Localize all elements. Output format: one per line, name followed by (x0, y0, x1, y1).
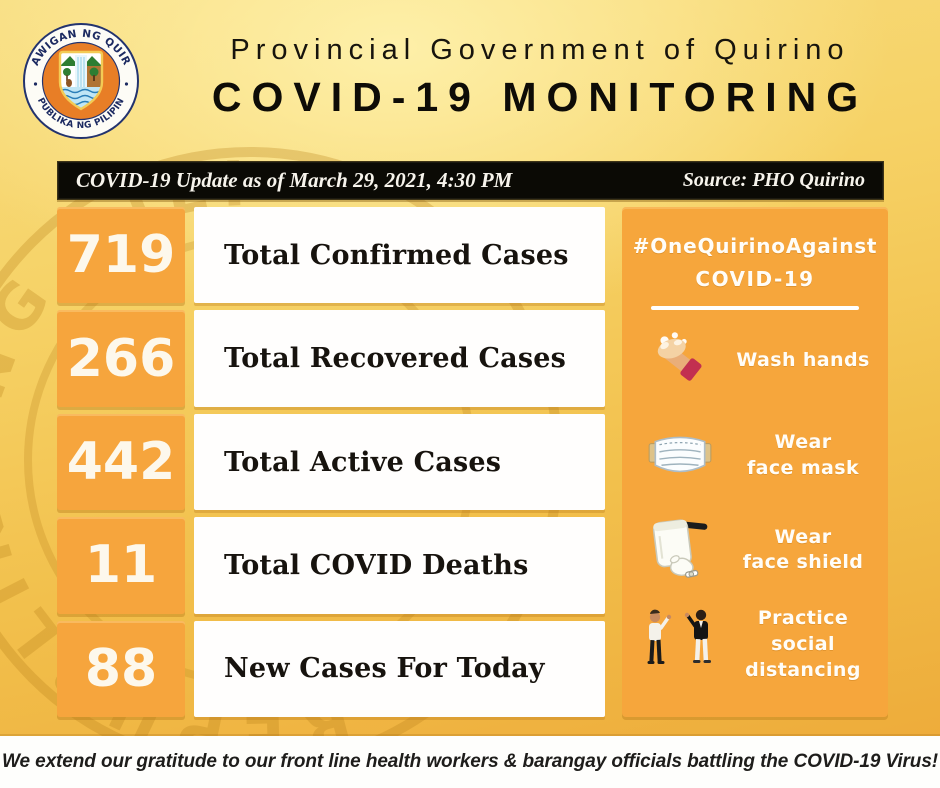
hashtag-line2: COVID-19 (695, 267, 815, 291)
list-item: Wear face shield (622, 503, 888, 598)
stat-label-box: New Cases For Today (194, 620, 605, 718)
stat-value: 11 (57, 517, 185, 614)
table-row: 11 Total COVID Deaths (57, 517, 605, 614)
footer-message: We extend our gratitude to our front lin… (1, 751, 939, 772)
stat-label: Total COVID Deaths (224, 549, 529, 581)
provincial-seal-logo: LALAWIGAN NG QUIRINO REPUBLIKA NG PILIPI… (21, 21, 139, 139)
header-titles: Provincial Government of Quirino COVID-1… (145, 34, 935, 121)
source-label: Source: PHO Quirino (682, 169, 865, 191)
table-row: 266 Total Recovered Cases (57, 310, 605, 407)
list-item: Wear face mask (622, 409, 888, 504)
list-item: Wash hands (622, 314, 888, 409)
prevention-sidebar: #OneQuirinoAgainst COVID-19 (622, 207, 888, 717)
prevention-tips: Wash hands Wear fa (622, 314, 888, 692)
tip-label: Wear face shield (742, 525, 864, 574)
table-row: 88 New Cases For Today (57, 620, 605, 718)
hashtag-line1: #OneQuirinoAgainst (632, 234, 878, 258)
update-bar: COVID-19 Update as of March 29, 2021, 4:… (57, 161, 884, 200)
stat-label: New Cases For Today (224, 653, 545, 685)
stat-value: 719 (57, 207, 185, 304)
stat-label: Total Recovered Cases (224, 343, 567, 375)
stat-label: Total Active Cases (224, 446, 502, 478)
stats-table: 719 Total Confirmed Cases 266 Total Reco… (57, 207, 605, 718)
divider (651, 306, 859, 310)
page-title: COVID-19 MONITORING (211, 74, 869, 120)
social-distancing-icon (632, 605, 728, 685)
org-name: Provincial Government of Quirino (230, 34, 850, 66)
stat-label-box: Total Confirmed Cases (194, 207, 605, 304)
face-mask-icon (632, 420, 728, 492)
tip-label: Wash hands (736, 349, 870, 372)
list-item: Practice social distancing (622, 598, 888, 693)
stat-value: 266 (57, 310, 185, 407)
face-shield-icon (632, 514, 728, 586)
tip-label: Practice social distancing (745, 607, 861, 681)
table-row: 719 Total Confirmed Cases (57, 207, 605, 304)
stat-label: Total Confirmed Cases (224, 239, 569, 271)
wash-hands-icon (632, 325, 728, 397)
stat-label-box: Total Recovered Cases (194, 310, 605, 407)
tip-label: Wear face mask (746, 431, 859, 479)
gratitude-footer: We extend our gratitude to our front lin… (0, 736, 940, 788)
stat-label-box: Total Active Cases (194, 413, 605, 511)
stat-value: 442 (57, 413, 185, 511)
stat-label-box: Total COVID Deaths (194, 517, 605, 614)
table-row: 442 Total Active Cases (57, 413, 605, 511)
stat-value: 88 (57, 620, 185, 718)
update-timestamp: COVID-19 Update as of March 29, 2021, 4:… (76, 168, 513, 192)
